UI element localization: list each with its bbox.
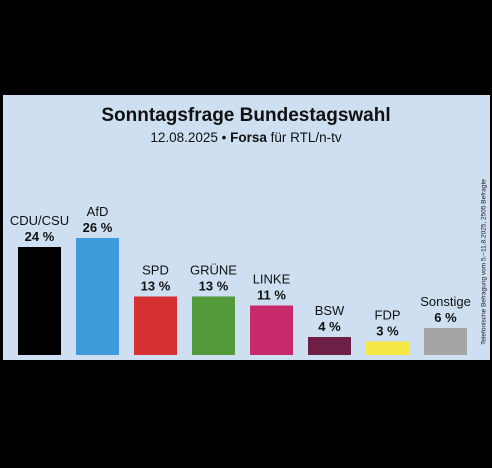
bar-5	[308, 337, 351, 355]
value-label-1: 26 %	[83, 220, 113, 235]
category-label-0: CDU/CSU	[10, 213, 69, 228]
category-label-7: Sonstige	[420, 294, 471, 309]
value-label-6: 3 %	[376, 324, 399, 339]
subtitle-date: 12.08.2025 •	[150, 130, 227, 145]
subtitle-client: für RTL/n-tv	[270, 130, 342, 145]
category-label-6: FDP	[375, 308, 401, 323]
category-label-1: AfD	[87, 204, 109, 219]
bar-0	[18, 247, 61, 355]
category-label-5: BSW	[315, 303, 345, 318]
bar-6	[366, 341, 409, 355]
value-label-0: 24 %	[25, 229, 55, 244]
category-label-4: LINKE	[253, 272, 291, 287]
bar-2	[134, 296, 177, 355]
value-label-4: 11 %	[257, 288, 286, 303]
category-label-3: GRÜNE	[190, 263, 237, 278]
value-label-5: 4 %	[318, 319, 341, 334]
value-label-2: 13 %	[141, 279, 171, 294]
bar-1	[76, 238, 119, 355]
category-label-2: SPD	[142, 263, 169, 278]
value-label-3: 13 %	[199, 279, 229, 294]
value-label-7: 6 %	[434, 310, 457, 325]
bar-4	[250, 305, 293, 355]
chart-subtitle: 12.08.2025 • Forsa für RTL/n-tv	[0, 130, 492, 145]
subtitle-institute: Forsa	[230, 130, 267, 145]
chart-title: Sonntagsfrage Bundestagswahl	[101, 105, 391, 126]
bar-3	[192, 296, 235, 355]
bar-7	[424, 328, 467, 355]
